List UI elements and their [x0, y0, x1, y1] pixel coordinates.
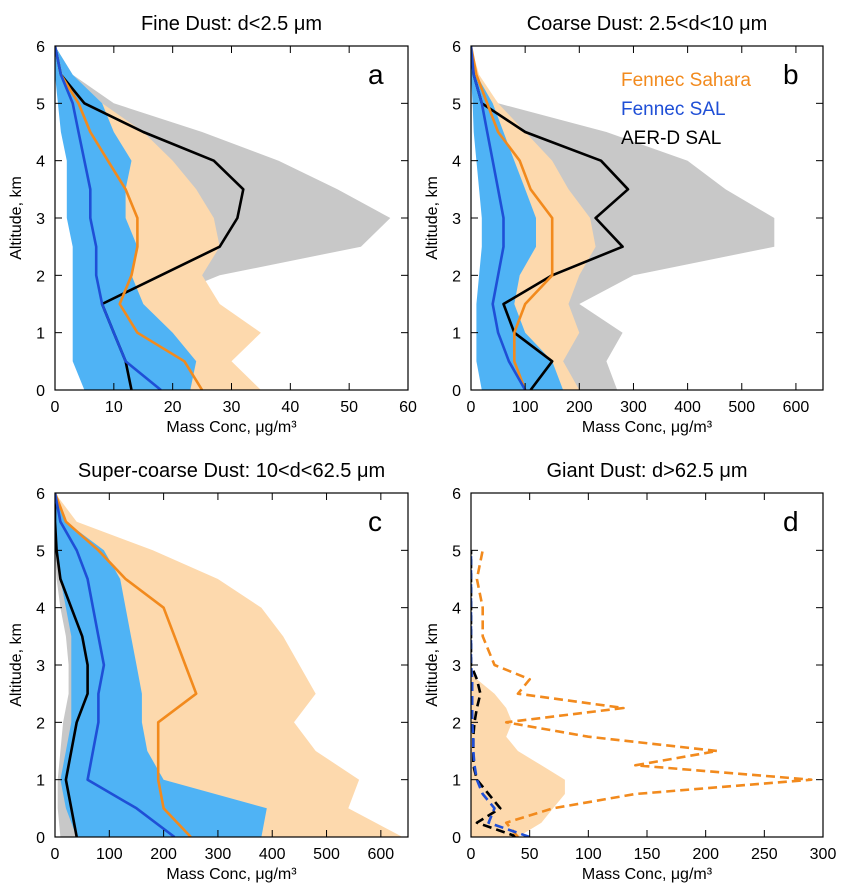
y-tick-label: 0 — [36, 830, 45, 847]
y-axis-label: Altitude, km — [424, 623, 441, 707]
x-tick-label: 600 — [783, 399, 810, 416]
panel-title: Super-coarse Dust: 10<d<62.5 μm — [78, 460, 385, 482]
plot-area — [471, 46, 775, 390]
legend: Fennec Sahara Fennec SAL AER-D SAL — [621, 70, 751, 149]
panel-c: 0 100 200 300 400 500 600 0 1 2 3 4 5 6 Super-coarse D… — [8, 460, 409, 883]
x-axis-label: Mass Conc, μg/m³ — [166, 866, 297, 883]
line-fennec-sal — [55, 46, 162, 390]
x-tick-label: 300 — [620, 399, 647, 416]
x-tick-label: 300 — [810, 846, 837, 863]
x-axis-label: Mass Conc, μg/m³ — [166, 419, 297, 436]
line-fennec-sahara — [471, 46, 554, 390]
x-tick-label: 500 — [313, 846, 340, 863]
panel-letter: a — [368, 59, 384, 90]
y-tick-label: 1 — [452, 326, 461, 343]
legend-entry: Fennec SAL — [621, 99, 726, 120]
y-tick-label: 5 — [452, 543, 461, 560]
x-tick-label: 500 — [728, 399, 755, 416]
x-tick-label: 100 — [512, 399, 539, 416]
y-tick-label: 5 — [452, 96, 461, 113]
plot-area — [471, 550, 813, 837]
y-tick-label: 2 — [452, 715, 461, 732]
x-tick-label: 60 — [399, 399, 417, 416]
line-fennec-sahara — [55, 46, 204, 390]
x-tick-label: 10 — [105, 399, 123, 416]
y-tick-label: 3 — [36, 211, 45, 228]
line-fennec-sahara — [55, 493, 198, 837]
x-tick-label: 100 — [96, 846, 123, 863]
x-tick-label: 200 — [566, 399, 593, 416]
panel-letter: c — [368, 506, 382, 537]
y-tick-label: 2 — [452, 268, 461, 285]
y-tick-label: 0 — [452, 383, 461, 400]
x-tick-label: 300 — [205, 846, 232, 863]
x-tick-label: 150 — [634, 846, 661, 863]
y-tick-label: 5 — [36, 543, 45, 560]
y-axis-label: Altitude, km — [424, 176, 441, 260]
y-tick-label: 4 — [452, 601, 461, 618]
x-tick-label: 600 — [367, 846, 394, 863]
plot-area — [55, 493, 403, 837]
y-tick-label: 4 — [36, 154, 45, 171]
legend-entry: Fennec Sahara — [621, 70, 751, 91]
line-fennec-sal — [55, 493, 176, 837]
x-tick-label: 200 — [150, 846, 177, 863]
x-tick-label: 250 — [751, 846, 778, 863]
plot-area — [55, 46, 391, 390]
y-tick-label: 3 — [452, 658, 461, 675]
y-tick-label: 2 — [36, 268, 45, 285]
band-fennec-sal — [55, 493, 267, 837]
y-tick-label: 5 — [36, 96, 45, 113]
y-axis-label: Altitude, km — [8, 176, 25, 260]
legend-entry: AER-D SAL — [621, 128, 721, 149]
x-axis-label: Mass Conc, μg/m³ — [582, 866, 713, 883]
y-tick-label: 2 — [36, 715, 45, 732]
y-tick-label: 6 — [452, 39, 461, 56]
y-tick-label: 4 — [36, 601, 45, 618]
panel-a: 0 10 20 30 40 50 60 0 1 2 3 4 5 6 Fine Dust: d<2.5 μm M… — [8, 13, 417, 436]
line-fennec-sal — [471, 550, 531, 837]
y-tick-label: 3 — [452, 211, 461, 228]
x-tick-label: 0 — [51, 846, 60, 863]
y-tick-label: 6 — [452, 486, 461, 503]
x-tick-label: 40 — [281, 399, 299, 416]
x-tick-label: 200 — [692, 846, 719, 863]
panel-title: Giant Dust: d>62.5 μm — [546, 460, 747, 482]
y-tick-label: 0 — [36, 383, 45, 400]
y-tick-label: 0 — [452, 830, 461, 847]
band-fennec-sal — [471, 46, 564, 390]
panel-b: 0 100 200 300 400 500 600 0 1 2 3 4 5 6 Coarse Dust: 2… — [424, 13, 824, 436]
y-axis-label: Altitude, km — [8, 623, 25, 707]
y-tick-label: 4 — [452, 154, 461, 171]
panel-title: Fine Dust: d<2.5 μm — [141, 13, 322, 35]
x-tick-label: 0 — [467, 399, 476, 416]
panel-letter: d — [783, 506, 799, 537]
x-tick-label: 50 — [521, 846, 539, 863]
line-fennec-sahara — [475, 550, 813, 837]
x-tick-label: 400 — [674, 399, 701, 416]
y-tick-label: 1 — [36, 326, 45, 343]
x-tick-label: 30 — [223, 399, 241, 416]
y-tick-label: 1 — [452, 773, 461, 790]
y-tick-label: 6 — [36, 486, 45, 503]
panel-title: Coarse Dust: 2.5<d<10 μm — [527, 13, 768, 35]
x-tick-label: 0 — [51, 399, 60, 416]
y-tick-label: 3 — [36, 658, 45, 675]
x-axis-label: Mass Conc, μg/m³ — [582, 419, 713, 436]
band-fennec-sahara — [471, 550, 565, 837]
x-tick-label: 20 — [164, 399, 182, 416]
panel-d: 0 50 100 150 200 250 300 0 1 2 3 4 5 6 Giant Dust: d>6… — [424, 460, 836, 883]
y-tick-label: 6 — [36, 39, 45, 56]
x-tick-label: 0 — [467, 846, 476, 863]
x-tick-label: 100 — [575, 846, 602, 863]
y-tick-label: 1 — [36, 773, 45, 790]
panel-letter: b — [783, 59, 799, 90]
x-tick-label: 400 — [259, 846, 286, 863]
x-tick-label: 50 — [340, 399, 358, 416]
line-fennec-sal — [471, 46, 527, 390]
